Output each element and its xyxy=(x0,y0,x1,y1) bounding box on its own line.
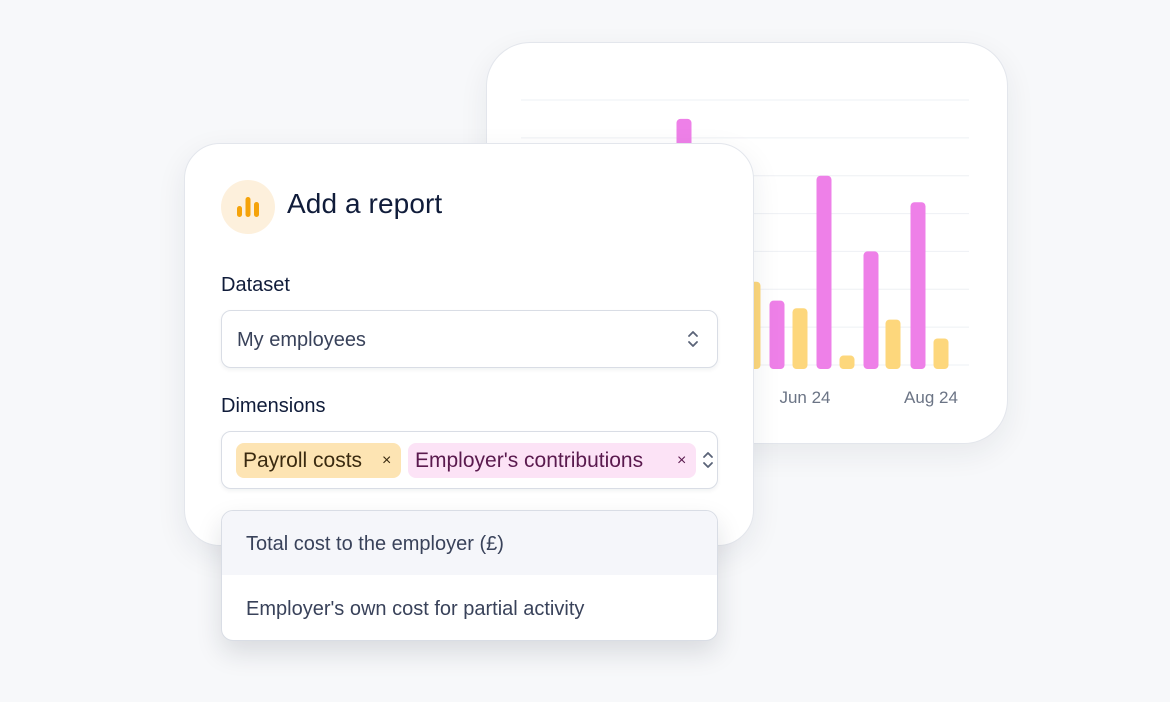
bar-pink xyxy=(863,251,879,369)
chevron-updown-icon xyxy=(688,331,698,347)
option-label: Employer's own cost for partial activity xyxy=(246,598,585,620)
dimensions-label: Dimensions xyxy=(221,395,326,417)
bar-yellow xyxy=(792,308,808,369)
bar-pink xyxy=(910,202,926,369)
bar-yellow xyxy=(933,338,949,369)
bar-yellow xyxy=(839,355,855,369)
dropdown-option[interactable]: Employer's own cost for partial activity xyxy=(222,576,717,640)
bar-pink xyxy=(816,175,832,369)
tag-label: Payroll costs xyxy=(243,449,363,472)
bar-chart-icon xyxy=(221,180,275,234)
option-label: Total cost to the employer (£) xyxy=(246,533,504,555)
tag-payroll-costs: Payroll costs × xyxy=(236,443,401,478)
remove-tag-icon[interactable]: × xyxy=(677,452,687,469)
tag-label: Employer's contributions xyxy=(415,449,644,472)
dialog-title: Add a report xyxy=(287,188,443,219)
add-report-dialog: Add a report Dataset My employees Dimens… xyxy=(184,143,754,546)
dimensions-dropdown: Total cost to the employer (£) Employer'… xyxy=(221,510,718,641)
tag-employers-contributions: Employer's contributions × xyxy=(408,443,696,478)
x-tick-label: Aug 24 xyxy=(904,388,958,407)
dataset-value: My employees xyxy=(237,329,366,351)
bar-yellow xyxy=(885,319,901,369)
dimensions-multiselect[interactable]: Payroll costs × Employer's contributions… xyxy=(221,431,718,489)
chevron-updown-icon xyxy=(703,452,713,468)
bar-pink xyxy=(769,300,785,369)
dataset-label: Dataset xyxy=(221,274,290,296)
remove-tag-icon[interactable]: × xyxy=(382,452,392,469)
dataset-select[interactable]: My employees xyxy=(221,310,718,368)
dropdown-option[interactable]: Total cost to the employer (£) xyxy=(222,511,717,575)
x-tick-label: Jun 24 xyxy=(779,388,830,407)
